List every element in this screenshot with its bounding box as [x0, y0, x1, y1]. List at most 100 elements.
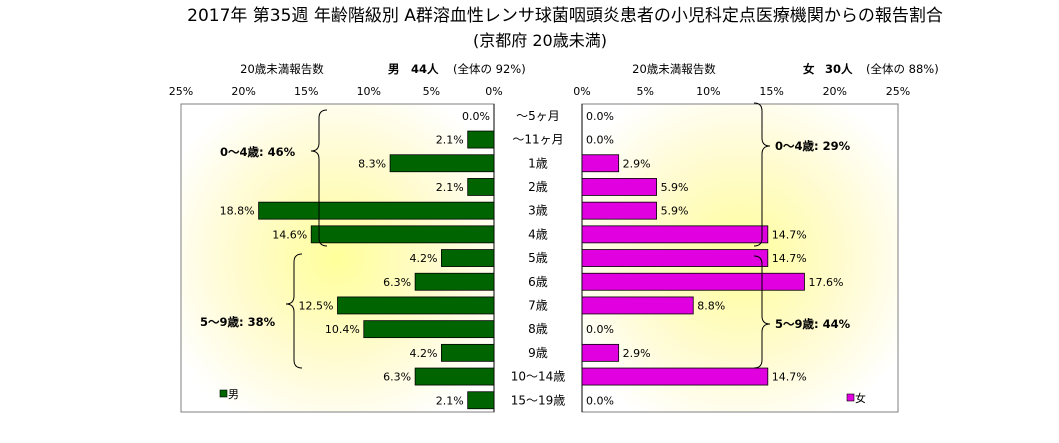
- right-group-5-9-label: 5〜9歳: 44%: [775, 317, 851, 331]
- legend-male-label: 男: [228, 388, 239, 401]
- left-group-0-4-label: 0〜4歳: 46%: [220, 145, 296, 159]
- male-bar: [414, 272, 495, 291]
- category-label: 7歳: [528, 298, 548, 312]
- male-bar: [310, 225, 495, 244]
- left-axis-ticks: 25% 20% 15% 10% 5% 0%: [169, 85, 503, 98]
- female-bar: [581, 296, 694, 315]
- right-tick-label: 20%: [823, 85, 847, 98]
- male-value-label: 12.5%: [299, 299, 334, 312]
- female-bar: [581, 367, 769, 386]
- male-value-label: 4.2%: [409, 252, 437, 265]
- category-label: 4歳: [528, 227, 548, 241]
- male-bar: [389, 154, 495, 173]
- category-label: 1歳: [528, 156, 548, 170]
- female-value-label: 0.0%: [586, 110, 614, 123]
- female-value-label: 0.0%: [586, 394, 614, 407]
- category-labels: 〜5ヶ月〜11ヶ月 1歳 2歳 3歳 4歳 5歳 6歳 7歳 8歳 9歳 10〜14歳 15〜19歳: [511, 109, 566, 407]
- right-bar-series: 0.0%0.0%2.9%5.9%5.9%14.7%14.7%17.6%8.8%0…: [581, 110, 843, 407]
- female-value-label: 2.9%: [623, 347, 651, 360]
- category-label: 5歳: [528, 251, 548, 265]
- male-bar: [337, 296, 495, 315]
- category-label: 2歳: [528, 180, 548, 194]
- female-bar: [581, 225, 769, 244]
- right-brace-5-9: [753, 255, 771, 369]
- left-header-label: 20歳未満報告数: [240, 62, 324, 76]
- right-brace-0-4: [753, 102, 771, 247]
- left-brace-5-9: [285, 253, 303, 369]
- legend-male-swatch: [219, 389, 228, 398]
- legend-female-swatch: [846, 393, 855, 402]
- female-value-label: 14.7%: [772, 228, 807, 241]
- male-bar: [467, 130, 495, 149]
- female-bar: [581, 178, 657, 196]
- left-tick-label: 15%: [294, 85, 318, 98]
- left-header-count: 44人: [411, 62, 439, 76]
- category-label: 6歳: [528, 275, 548, 289]
- left-header-gender: 男: [388, 62, 400, 76]
- male-value-label: 2.1%: [436, 134, 464, 147]
- male-value-label: 14.6%: [272, 228, 307, 241]
- male-value-label: 10.4%: [325, 323, 360, 336]
- category-label: 〜11ヶ月: [512, 133, 563, 147]
- legend-female-label: 女: [855, 391, 866, 405]
- right-axis-ticks: 0% 5% 10% 15% 20% 25%: [573, 85, 910, 98]
- left-bar-series: 0.0% 2.1% 8.3% 2.1% 18.8% 14.6% 4.2% 6.3% 12.5% 1…: [220, 110, 495, 410]
- male-bar: [258, 201, 495, 220]
- male-bar: [467, 178, 495, 196]
- female-value-label: 8.8%: [697, 299, 725, 312]
- female-bar: [581, 201, 657, 220]
- male-value-label: 8.3%: [358, 157, 386, 170]
- male-value-label: 0.0%: [462, 110, 490, 123]
- female-bar: [581, 343, 620, 362]
- left-tick-label: 0%: [485, 85, 502, 98]
- chart-title: 2017年 第35週 年齢階級別 A群溶血性レンサ球菌咽頭炎患者の小児科定点医療…: [187, 6, 943, 26]
- left-header-share: (全体の 92%): [453, 62, 526, 76]
- female-value-label: 0.0%: [586, 134, 614, 147]
- left-tick-label: 25%: [169, 85, 193, 98]
- left-group-5-9-label: 5〜9歳: 38%: [200, 315, 276, 329]
- left-tick-label: 5%: [423, 85, 440, 98]
- female-value-label: 2.9%: [623, 157, 651, 170]
- left-tick-label: 20%: [231, 85, 255, 98]
- left-tick-label: 10%: [357, 85, 381, 98]
- male-bar: [441, 343, 495, 362]
- female-value-label: 14.7%: [772, 371, 807, 384]
- category-label: 9歳: [528, 346, 548, 360]
- chart-subtitle: (京都府 20歳未満): [473, 31, 607, 50]
- female-value-label: 17.6%: [808, 276, 843, 289]
- left-brace-0-4: [310, 109, 328, 247]
- male-bar: [414, 367, 495, 386]
- female-bar: [581, 272, 805, 291]
- category-label: 8歳: [528, 322, 548, 336]
- category-label: 3歳: [528, 204, 548, 218]
- category-label: 10〜14歳: [511, 370, 566, 384]
- female-value-label: 14.7%: [772, 252, 807, 265]
- female-bar: [581, 249, 769, 267]
- female-value-label: 5.9%: [661, 205, 689, 218]
- category-label: 15〜19歳: [511, 393, 566, 407]
- right-header-gender: 女: [803, 62, 815, 76]
- male-bar: [467, 391, 495, 410]
- female-value-label: 5.9%: [661, 181, 689, 194]
- male-value-label: 4.2%: [409, 347, 437, 360]
- right-tick-label: 5%: [636, 85, 653, 98]
- male-bar: [363, 320, 495, 339]
- right-tick-label: 15%: [759, 85, 783, 98]
- right-header-share: (全体の 88%): [866, 62, 939, 76]
- right-tick-label: 25%: [886, 85, 910, 98]
- right-group-0-4-label: 0〜4歳: 29%: [775, 139, 851, 153]
- female-value-label: 0.0%: [586, 323, 614, 336]
- male-value-label: 18.8%: [220, 205, 255, 218]
- right-header-count: 30人: [825, 62, 853, 76]
- female-bar: [581, 154, 620, 173]
- male-value-label: 6.3%: [383, 371, 411, 384]
- male-value-label: 6.3%: [383, 276, 411, 289]
- right-header-label: 20歳未満報告数: [632, 62, 716, 76]
- right-tick-label: 10%: [696, 85, 720, 98]
- male-value-label: 2.1%: [436, 181, 464, 194]
- right-tick-label: 0%: [573, 85, 590, 98]
- male-value-label: 2.1%: [436, 394, 464, 407]
- category-label: 〜5ヶ月: [516, 109, 560, 123]
- male-bar: [441, 249, 495, 267]
